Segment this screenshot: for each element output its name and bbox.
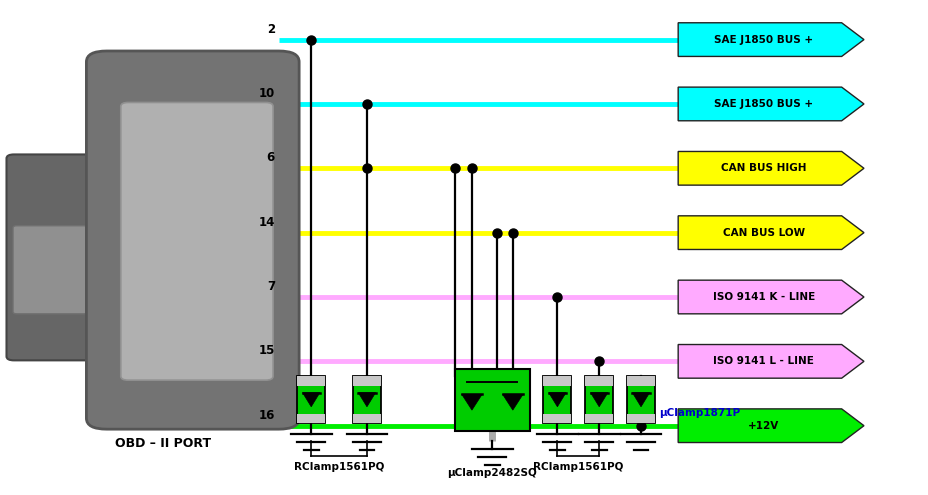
Text: 7: 7 bbox=[266, 280, 275, 293]
Text: 16: 16 bbox=[258, 409, 275, 422]
FancyBboxPatch shape bbox=[13, 226, 87, 314]
Text: OBD – II PORT: OBD – II PORT bbox=[114, 437, 211, 449]
Text: 6: 6 bbox=[266, 151, 275, 164]
Text: RCIamp1561PQ: RCIamp1561PQ bbox=[533, 462, 623, 472]
Polygon shape bbox=[677, 280, 863, 314]
Text: +12V: +12V bbox=[747, 421, 779, 431]
Polygon shape bbox=[502, 394, 522, 410]
Polygon shape bbox=[677, 216, 863, 249]
Text: SAE J1850 BUS +: SAE J1850 BUS + bbox=[714, 99, 812, 109]
Text: SAE J1850 BUS +: SAE J1850 BUS + bbox=[714, 35, 812, 45]
Text: 2: 2 bbox=[266, 23, 275, 36]
Bar bbox=[353, 414, 380, 423]
Bar bbox=[585, 414, 612, 423]
FancyBboxPatch shape bbox=[626, 376, 654, 423]
Text: μClamp1871P: μClamp1871P bbox=[659, 408, 740, 418]
Bar bbox=[297, 376, 325, 386]
Polygon shape bbox=[677, 87, 863, 121]
FancyBboxPatch shape bbox=[297, 376, 325, 423]
Bar bbox=[626, 414, 654, 423]
Polygon shape bbox=[358, 393, 375, 407]
Polygon shape bbox=[677, 151, 863, 185]
FancyBboxPatch shape bbox=[585, 376, 612, 423]
Text: 14: 14 bbox=[258, 216, 275, 229]
Bar bbox=[543, 376, 571, 386]
FancyBboxPatch shape bbox=[6, 154, 165, 360]
Text: ISO 9141 L - LINE: ISO 9141 L - LINE bbox=[713, 356, 813, 366]
Polygon shape bbox=[590, 393, 607, 407]
FancyBboxPatch shape bbox=[543, 376, 571, 423]
Bar bbox=[353, 376, 380, 386]
Polygon shape bbox=[303, 393, 319, 407]
Text: 10: 10 bbox=[259, 87, 275, 100]
Polygon shape bbox=[677, 345, 863, 378]
Text: 15: 15 bbox=[258, 345, 275, 357]
Bar bbox=[626, 376, 654, 386]
Text: ISO 9141 K - LINE: ISO 9141 K - LINE bbox=[712, 292, 814, 302]
Bar bbox=[543, 414, 571, 423]
Text: CAN BUS LOW: CAN BUS LOW bbox=[722, 228, 804, 238]
FancyBboxPatch shape bbox=[121, 102, 273, 380]
FancyBboxPatch shape bbox=[86, 51, 299, 429]
Text: CAN BUS HIGH: CAN BUS HIGH bbox=[720, 163, 806, 173]
Polygon shape bbox=[677, 409, 863, 443]
Bar bbox=[297, 414, 325, 423]
FancyBboxPatch shape bbox=[353, 376, 380, 423]
FancyBboxPatch shape bbox=[455, 369, 529, 431]
Polygon shape bbox=[632, 393, 649, 407]
Text: RCIamp1561PQ: RCIamp1561PQ bbox=[293, 462, 384, 472]
Text: μClamp2482SQ: μClamp2482SQ bbox=[447, 468, 536, 478]
Polygon shape bbox=[677, 23, 863, 56]
Polygon shape bbox=[461, 394, 482, 410]
Bar bbox=[585, 376, 612, 386]
Polygon shape bbox=[548, 393, 565, 407]
